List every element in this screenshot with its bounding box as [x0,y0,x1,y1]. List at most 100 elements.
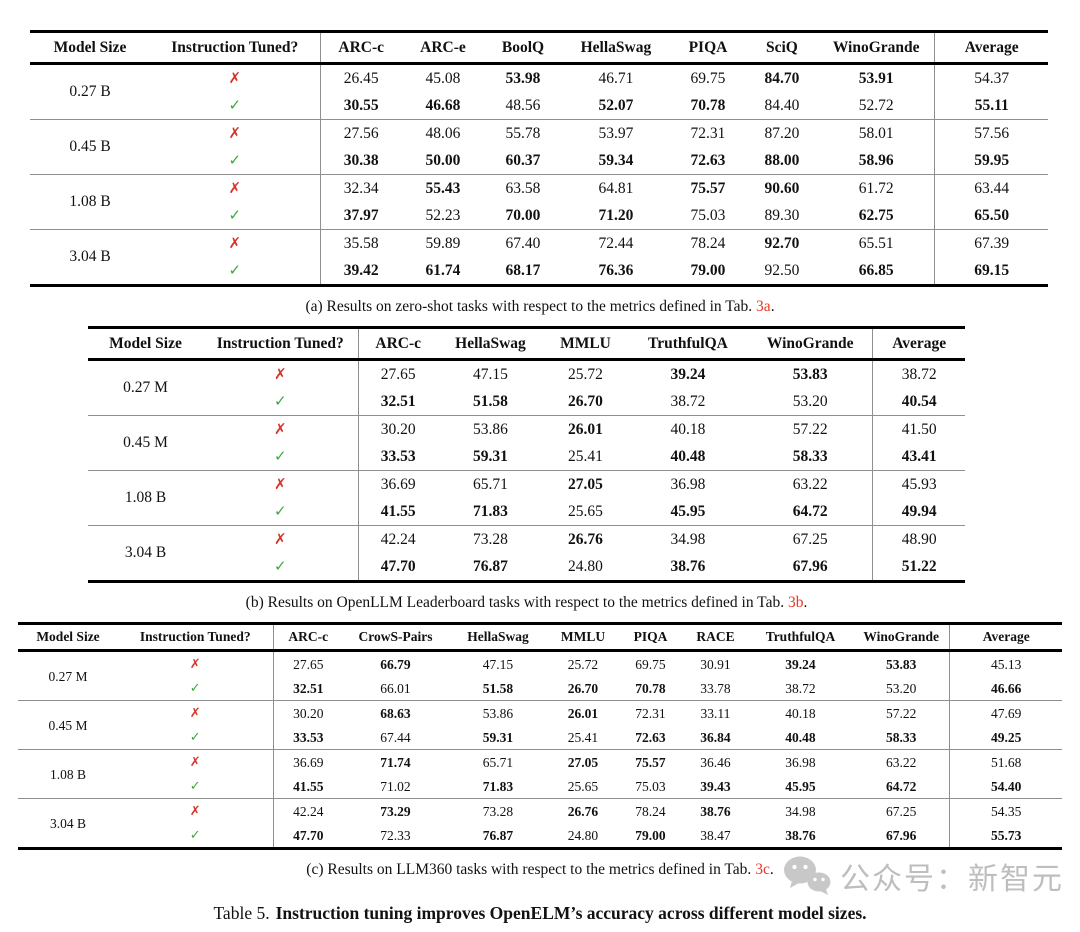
metric-cell: 76.87 [473,557,508,575]
metric-cell: 36.84 [700,729,731,745]
column-header: CrowS-Pairs [343,623,448,652]
average-cell: 43.41 [872,443,965,471]
metric-cell: 35.58 [319,229,402,257]
metric-cell: 75.03 [690,206,726,224]
instruction-tuned-cell: ✗ [118,700,273,725]
metric-cell: 52.07 [598,96,634,114]
model-size-cell: 0.45 B [30,119,150,175]
metric-cell: 53.91 [858,69,894,87]
result-row: ✓ 30.38 50.00 60.37 59.34 72.63 88.00 58.96 59.9… [30,147,1048,175]
metric-cell: 30.91 [700,656,731,672]
metric-cell: 34.98 [747,798,853,823]
metric-cell: 84.40 [764,96,800,114]
model-size-group: 1.08 B ✗ 32.34 55.43 63.58 64.81 75.57 90.60 61.… [30,174,1048,230]
metric-cell: 79.00 [690,261,726,279]
metric-cell: 64.81 [561,174,670,202]
metric-cell: 24.80 [568,557,603,575]
cross-icon: ✗ [228,69,242,87]
metric-cell: 45.95 [785,778,816,794]
instruction-tuned-cell: ✗ [150,64,320,93]
metric-cell: 65.71 [447,749,548,774]
metric-cell: 84.70 [764,69,800,87]
metric-cell: 50.00 [425,151,461,169]
metric-cell: 59.31 [473,447,508,465]
metric-cell: 55.43 [401,174,484,202]
check-icon: ✓ [189,828,201,843]
metric-cell: 47.15 [482,656,514,672]
metric-cell: 37.97 [319,202,402,230]
instruction-tuned-cell: ✓ [150,92,320,120]
model-size-cell: 1.08 B [88,470,203,526]
table-ref-link-3c[interactable]: 3c [755,861,770,878]
metric-cell: 53.86 [447,700,548,725]
metric-cell: 24.80 [567,827,599,843]
table-ref-link-3b[interactable]: 3b [787,594,804,611]
instruction-tuned-cell: ✓ [203,553,358,582]
metric-cell: 67.96 [885,827,917,843]
instruction-tuned-cell: ✓ [150,202,320,230]
metric-cell: 27.65 [272,650,343,676]
metric-cell: 58.33 [885,729,917,745]
result-row: ✓ 47.70 76.87 24.80 38.76 67.96 51.22 [88,553,965,582]
metric-cell: 33.53 [357,443,438,471]
metric-cell: 48.56 [505,96,541,114]
metric-cell: 40.48 [785,729,816,745]
metric-cell: 30.20 [272,700,343,725]
subcaption-a: (a) Results on zero-shot tasks with resp… [0,298,1080,316]
table-5-caption-text: Instruction tuning improves OpenELM’s ac… [275,903,867,923]
model-size-group: 0.45 M ✗ 30.20 53.86 26.01 40.18 57.22 41.50 ✓ 33… [88,415,965,471]
metric-cell: 57.22 [852,700,950,725]
metric-cell: 30.20 [357,415,438,443]
cross-icon: ✗ [273,420,287,438]
check-icon: ✓ [228,261,242,279]
metric-cell: 25.72 [568,365,603,383]
metric-cell: 69.75 [635,656,666,672]
instruction-tuned-cell: ✗ [150,229,320,257]
check-icon: ✓ [273,502,287,520]
header-row: Model Size Instruction Tuned? ARC-c ARC-e Bo… [30,31,1048,65]
average-cell: 49.25 [949,725,1062,750]
table-header: Model Size Instruction Tuned? ARC-c HellaSw… [88,327,965,361]
metric-cell: 27.05 [542,470,628,498]
instruction-tuned-cell: ✗ [203,415,358,443]
metric-cell: 39.24 [785,656,816,672]
result-row: 0.45 M ✗ 30.20 68.63 53.86 26.01 72.31 33.11 40.… [18,700,1062,750]
check-icon: ✓ [189,681,201,696]
metric-cell: 26.45 [319,63,402,92]
metric-cell: 72.31 [669,119,746,147]
metric-cell: 36.69 [272,749,343,774]
instruction-tuned-cell: ✗ [118,651,273,677]
metric-cell: 69.75 [690,69,726,87]
subcaption-b: (b) Results on OpenLLM Leaderboard tasks… [88,594,965,612]
average-cell: 40.54 [872,388,965,416]
column-header: ARC-e [401,31,484,65]
instruction-tuned-cell: ✗ [203,360,358,389]
result-row: ✓ 37.97 52.23 70.00 71.20 75.03 89.30 62.75 65.5… [30,202,1048,230]
metric-cell: 45.08 [425,69,461,87]
instruction-tuned-cell: ✓ [118,725,273,750]
metric-cell: 52.23 [425,206,461,224]
average-cell: 69.15 [934,257,1048,286]
metric-cell: 51.58 [473,392,508,410]
metric-cell: 71.02 [380,778,411,794]
average-cell: 47.69 [949,700,1062,725]
metric-cell: 76.36 [598,261,634,279]
model-size-cell: 0.27 B [69,83,111,100]
table-ref-link-3a[interactable]: 3a [756,298,771,315]
check-icon: ✓ [189,779,201,794]
table-header: Model Size Instruction Tuned? ARC-c CrowS-P… [18,623,1062,652]
model-size-cell: 0.45 M [88,415,203,471]
check-icon: ✓ [189,730,201,745]
model-size-cell: 0.27 M [123,379,168,396]
subcaption-b-period: . [803,594,808,611]
column-header: PIQA [617,623,683,652]
table-header: Model Size Instruction Tuned? ARC-c ARC-e Bo… [30,31,1048,65]
metric-cell: 67.25 [852,798,950,823]
metric-cell: 58.96 [858,151,894,169]
instruction-tuned-cell: ✗ [118,749,273,774]
result-row: ✓ 41.55 71.83 25.65 45.95 64.72 49.94 [88,498,965,526]
metric-cell: 38.76 [682,798,748,823]
model-size-group: 3.04 B ✗ 35.58 59.89 67.40 72.44 78.24 92.70 65.… [30,229,1048,286]
column-header: ARC-c [357,327,438,361]
